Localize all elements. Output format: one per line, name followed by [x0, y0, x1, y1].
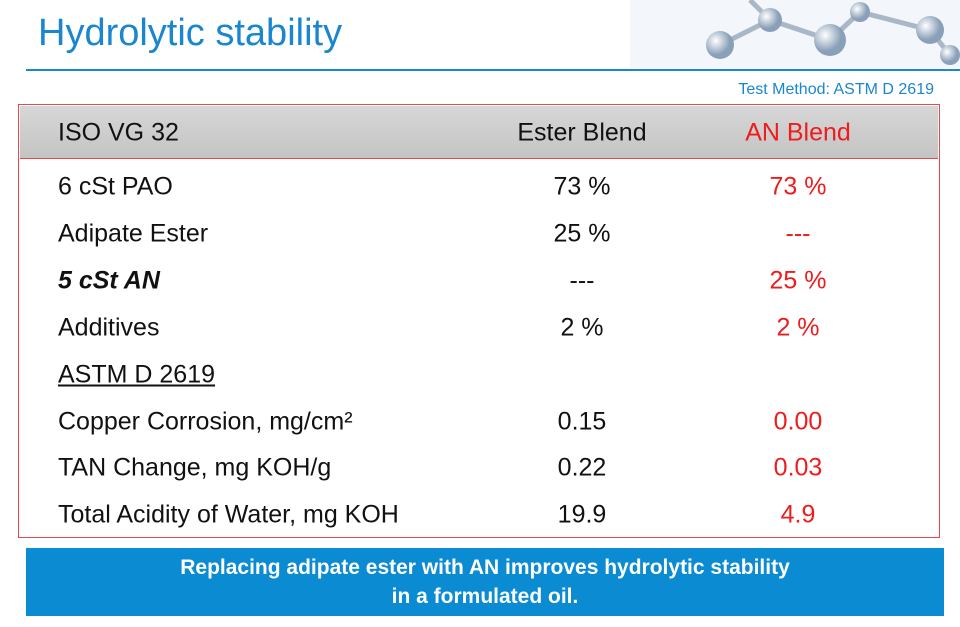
- table-header: [20, 106, 938, 159]
- table-cell: 25 %: [769, 266, 827, 295]
- column-header: ISO VG 32: [58, 118, 179, 147]
- row-label: 6 cSt PAO: [58, 172, 173, 201]
- row-label: Copper Corrosion, mg/cm²: [58, 407, 353, 435]
- column-header: Ester Blend: [517, 118, 647, 147]
- row-label: Total Acidity of Water, mg KOH: [58, 500, 399, 529]
- row-label: ASTM D 2619: [58, 360, 216, 389]
- table-cell: 4.9: [780, 500, 816, 529]
- row-label: 5 cSt AN: [58, 266, 160, 295]
- table-cell: 19.9: [557, 500, 607, 529]
- banner: Replacing adipate ester with AN improves…: [26, 548, 944, 616]
- table-cell: 0.00: [773, 407, 823, 435]
- title: Hydrolytic stability: [38, 12, 343, 54]
- table-cell: 73 %: [769, 172, 827, 201]
- table-cell: 73 %: [553, 172, 611, 201]
- molecule-art: [630, 0, 960, 68]
- row-label: Additives: [58, 313, 160, 342]
- table-cell: 0.22: [557, 453, 607, 482]
- banner-line: Replacing adipate ester with AN improves…: [180, 556, 790, 579]
- banner-line: in a formulated oil.: [391, 585, 579, 608]
- test-method: Test Method: ASTM D 2619: [738, 81, 934, 98]
- table-cell: 2 %: [776, 313, 820, 342]
- table-cell: 0.03: [773, 453, 823, 482]
- row-label: TAN Change, mg KOH/g: [58, 453, 332, 482]
- row-label: Adipate Ester: [58, 219, 209, 248]
- table-cell: 2 %: [560, 313, 604, 342]
- table-cell: ---: [785, 219, 811, 248]
- table-cell: 0.15: [557, 407, 607, 435]
- table-frame: [18, 104, 940, 538]
- table-cell: 25 %: [553, 219, 611, 248]
- table-cell: ---: [569, 266, 595, 295]
- column-header: AN Blend: [745, 118, 851, 147]
- title-rule: [26, 69, 960, 71]
